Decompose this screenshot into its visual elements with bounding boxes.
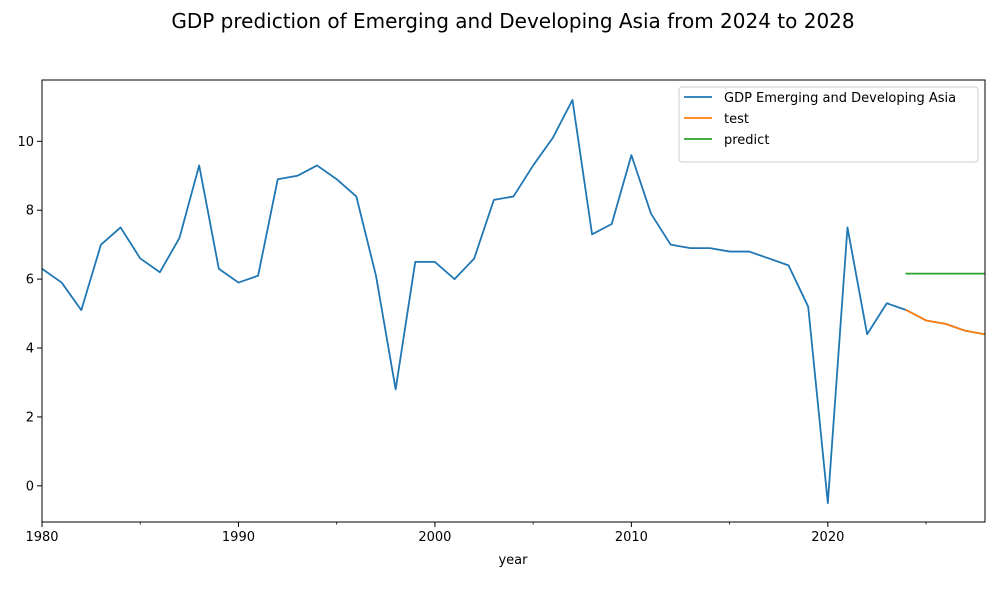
legend: GDP Emerging and Developing Asia test pred…: [678, 86, 979, 163]
y-tick-label: 0: [26, 479, 34, 494]
chart-title: GDP prediction of Emerging and Developin…: [171, 9, 854, 33]
legend-label-gdp-emerging-and-developing-asia: GDP Emerging and Developing Asia: [724, 91, 956, 106]
axes: 1980 1990 2000 2010 2020 0 2 4 6 8 10: [17, 79, 986, 545]
x-tick-label: 1980: [25, 530, 58, 545]
legend-label-test: test: [724, 112, 749, 127]
x-tick-label: 2020: [811, 530, 844, 545]
axes-frame: [41, 79, 986, 523]
x-axis-label: year: [498, 553, 528, 568]
series-line-test: [905, 308, 985, 336]
y-tick-label: 2: [26, 410, 34, 425]
x-tick-label: 2010: [615, 530, 648, 545]
legend-box: [678, 86, 979, 163]
plot-area: [42, 99, 985, 504]
y-tick-label: 10: [17, 135, 34, 150]
y-tick-label: 4: [26, 342, 34, 357]
legend-label-predict: predict: [724, 133, 769, 148]
series-line-gdp-emerging-and-developing-asia: [42, 99, 985, 504]
x-tick-label: 1990: [222, 530, 255, 545]
y-tick-label: 8: [26, 204, 34, 219]
x-tick-label: 2000: [418, 530, 451, 545]
y-tick-label: 6: [26, 273, 34, 288]
